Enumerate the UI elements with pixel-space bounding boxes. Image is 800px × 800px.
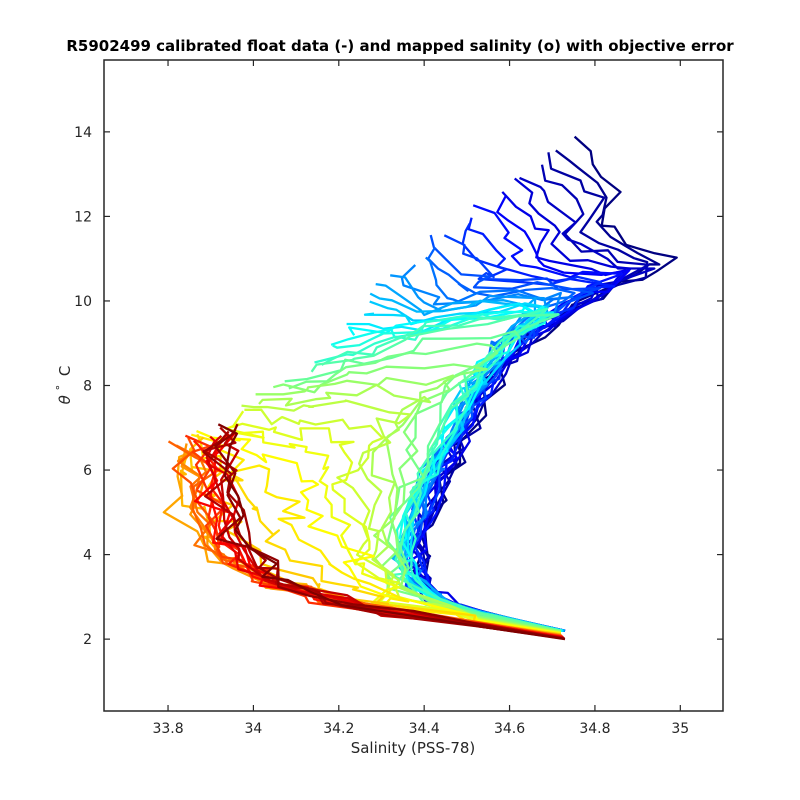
- profile-line: [202, 426, 565, 640]
- x-axis-label: Salinity (PSS-78): [351, 739, 476, 757]
- profile-line: [241, 399, 561, 634]
- profile-line: [224, 423, 561, 635]
- profile-line: [314, 313, 562, 632]
- profile-line: [196, 430, 561, 635]
- y-tick-label: 4: [83, 548, 92, 564]
- tick-layer: 33.8 34 34.2 34.4 34.6 34.8 35 2 4 6 8 10 12 14: [74, 60, 723, 737]
- profile-line: [284, 330, 562, 633]
- y-tick-label: 14: [74, 125, 92, 141]
- x-tick-label: 34.6: [494, 721, 525, 737]
- profile-line: [217, 423, 566, 641]
- x-tick-label: 34.4: [409, 721, 440, 737]
- x-tick-label: 34.2: [323, 721, 354, 737]
- profile-line: [414, 164, 650, 632]
- y-tick-label: 2: [83, 632, 92, 648]
- y-tick-label: 6: [83, 463, 92, 479]
- chart-title: R5902499 calibrated float data (-) and m…: [66, 37, 734, 55]
- x-tick-label: 35: [671, 721, 689, 737]
- x-tick-label: 34: [244, 721, 262, 737]
- profile-line: [214, 423, 565, 641]
- profile-line: [206, 435, 564, 639]
- x-tick-label: 34.8: [579, 721, 610, 737]
- profile-line: [258, 383, 561, 634]
- y-axis-label-degree: °: [54, 385, 67, 391]
- y-tick-label: 12: [74, 209, 92, 225]
- y-tick-label: 10: [74, 294, 92, 310]
- x-tick-label: 33.8: [152, 721, 183, 737]
- svg-text:θ ° C: θ ° C: [50, 366, 74, 405]
- y-axis-label-symbol: θ: [56, 395, 74, 404]
- profile-line: [231, 410, 561, 635]
- y-axis-label: θ ° C: [50, 366, 74, 405]
- y-axis-label-unit: C: [56, 366, 74, 376]
- series-layer: [162, 135, 678, 641]
- profile-line: [255, 374, 561, 634]
- profile-line: [375, 282, 565, 632]
- profile-line: [190, 433, 561, 636]
- profile-line: [363, 302, 564, 632]
- y-tick-label: 8: [83, 379, 92, 395]
